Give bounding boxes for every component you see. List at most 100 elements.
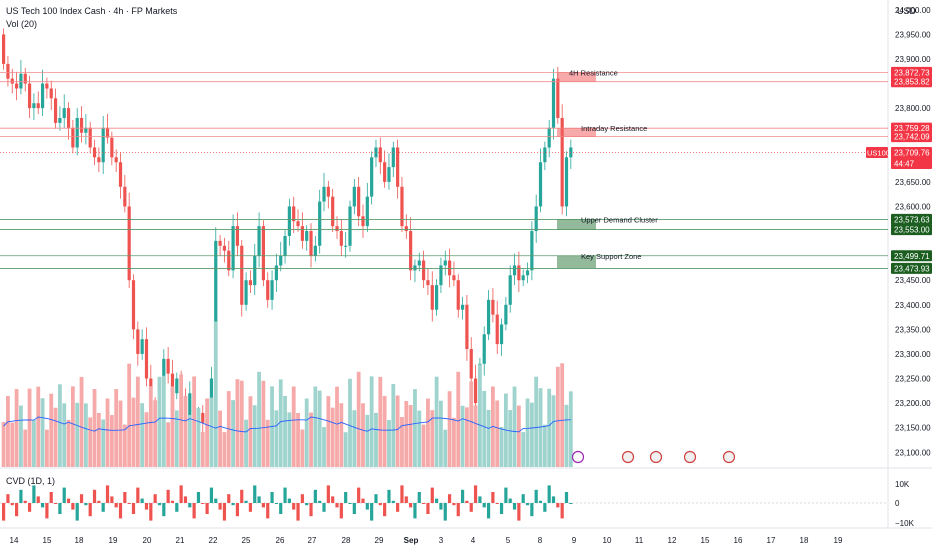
- candle-body: [422, 260, 426, 281]
- cvd-bar: [482, 503, 486, 508]
- cvd-bar: [504, 487, 508, 503]
- volume-bar: [196, 407, 201, 467]
- volume-bar: [456, 371, 461, 467]
- cvd-bar: [383, 503, 387, 517]
- cvd-bar: [443, 503, 447, 521]
- volume-bar: [296, 412, 300, 467]
- candle-body: [253, 255, 257, 286]
- cvd-bar: [183, 496, 188, 503]
- candle-body: [97, 157, 101, 163]
- cvd-bar: [248, 503, 253, 512]
- volume-legend[interactable]: Vol (20): [6, 19, 38, 29]
- volume-bar: [335, 386, 339, 467]
- volume-bar: [101, 419, 106, 467]
- cvd-bar: [287, 498, 291, 503]
- price-badge: [891, 131, 932, 143]
- currency-label: USD: [896, 6, 916, 16]
- candle-body: [201, 412, 205, 423]
- price-tick-label: 23,400.00: [895, 301, 931, 310]
- cvd-bar: [270, 492, 274, 503]
- candle-body: [175, 378, 179, 394]
- cvd-bar: [396, 503, 400, 512]
- price-tick-label: 23,950.00: [895, 30, 931, 39]
- volume-bar: [213, 321, 218, 467]
- volume-bar: [330, 407, 335, 467]
- cvd-bar: [564, 492, 569, 503]
- cvd-bar: [447, 494, 452, 503]
- time-tick-label: 14: [10, 536, 19, 545]
- volume-bar: [478, 364, 482, 467]
- candle-body: [222, 245, 227, 251]
- cvd-bar: [409, 503, 413, 508]
- price-badge-label: 23,573.63: [894, 215, 930, 224]
- price-tick-label: 23,600.00: [895, 202, 931, 211]
- volume-bar: [300, 429, 305, 467]
- candle-body: [534, 206, 538, 232]
- volume-bar: [88, 417, 93, 467]
- cvd-bar: [274, 503, 278, 504]
- cvd-bar: [283, 487, 287, 503]
- cvd-bar: [214, 498, 218, 503]
- cvd-bar: [556, 503, 560, 508]
- candle-body: [443, 260, 447, 266]
- volume-bar: [283, 395, 287, 467]
- candle-body: [270, 280, 274, 300]
- cvd-bar: [387, 489, 391, 503]
- candle-body: [71, 127, 75, 148]
- time-tick-label: 22: [209, 536, 218, 545]
- cvd-bar: [170, 500, 175, 503]
- cvd-bar: [14, 503, 19, 517]
- candle-body: [357, 186, 361, 217]
- volume-bar: [538, 388, 543, 467]
- volume-bar: [166, 422, 171, 467]
- volume-bar: [96, 412, 101, 467]
- candle-body: [114, 157, 118, 163]
- volume-bar: [322, 427, 326, 467]
- cvd-bar: [322, 503, 326, 512]
- time-tick-label: 26: [276, 536, 285, 545]
- volume-bar: [421, 424, 426, 467]
- cvd-bar: [2, 503, 6, 521]
- us-flag-event-icon: [649, 450, 663, 464]
- time-tick-label: 16: [734, 536, 743, 545]
- candle-body: [305, 231, 309, 241]
- time-tick-label: 11: [635, 536, 644, 545]
- cvd-legend[interactable]: CVD (1D, 1): [6, 476, 56, 486]
- cvd-bar: [136, 487, 140, 503]
- volume-bar: [92, 388, 97, 467]
- candle-body: [560, 117, 564, 207]
- cvd-bar: [305, 503, 309, 506]
- cvd-bar: [257, 496, 261, 503]
- chart-title[interactable]: US Tech 100 Index Cash · 4h · FP Markets: [6, 6, 178, 16]
- candle-body: [231, 226, 235, 271]
- volume-bar: [525, 398, 530, 467]
- cvd-bar: [66, 498, 71, 503]
- volume-ma-line: [3, 416, 571, 433]
- candle-body: [110, 137, 114, 158]
- time-tick-label: 18: [75, 536, 84, 545]
- cvd-bar: [413, 503, 417, 519]
- cvd-bar: [27, 503, 32, 512]
- cvd-bar: [543, 503, 547, 512]
- cvd-tick-label: −10K: [895, 519, 915, 528]
- cvd-bar: [227, 494, 231, 503]
- cvd-bar: [175, 503, 179, 512]
- volume-bar: [248, 396, 253, 467]
- volume-bar: [118, 400, 123, 467]
- cvd-bar: [10, 503, 14, 506]
- time-tick-label: 3: [439, 536, 444, 545]
- candle-body: [447, 260, 452, 276]
- cvd-tick-label: 0: [895, 499, 900, 508]
- candle-body: [465, 304, 469, 350]
- volume-bar: [465, 407, 469, 467]
- price-badge: [891, 76, 932, 88]
- time-tick-label: 4: [471, 536, 476, 545]
- volume-bar: [1, 422, 6, 467]
- volume-bar: [508, 410, 513, 467]
- candle-body: [387, 167, 391, 182]
- volume-bar: [404, 401, 409, 467]
- candle-body: [32, 103, 36, 109]
- candle-body: [331, 196, 335, 227]
- volume-bar: [32, 420, 36, 467]
